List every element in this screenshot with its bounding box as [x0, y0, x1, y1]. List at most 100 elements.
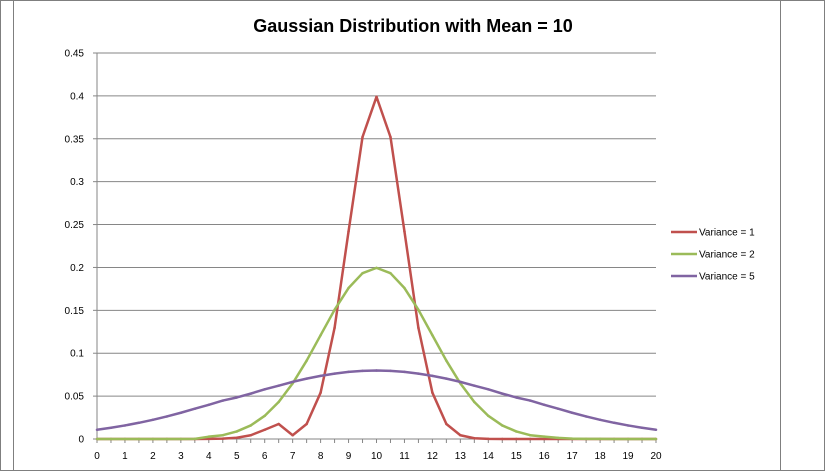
data-point-series-1	[249, 433, 252, 437]
data-point-series-2	[165, 437, 169, 441]
data-point-series-3	[151, 418, 155, 422]
data-point-series-3	[654, 428, 658, 431]
y-tick-label: 0.2	[70, 263, 84, 274]
data-point-series-1	[319, 391, 322, 394]
data-point-series-1	[389, 135, 392, 139]
x-tick-label: 14	[483, 451, 495, 462]
x-tick-label: 1	[122, 451, 128, 462]
data-point-series-2	[598, 437, 602, 441]
data-point-series-3	[431, 374, 434, 378]
data-point-series-3	[556, 407, 560, 410]
legend-label-2: Variance = 2	[699, 250, 755, 261]
data-point-series-3	[347, 370, 350, 374]
x-tick-label: 9	[346, 451, 352, 462]
x-tick-label: 4	[206, 451, 212, 462]
data-point-series-3	[263, 388, 266, 391]
data-point-series-3	[137, 421, 141, 425]
data-point-series-3	[389, 369, 392, 373]
data-point-series-2	[179, 437, 183, 441]
data-point-series-2	[445, 359, 448, 362]
data-point-series-2	[542, 435, 546, 438]
data-point-series-2	[221, 433, 225, 437]
data-point-series-2	[389, 271, 392, 275]
x-tick-label: 2	[150, 451, 156, 462]
data-point-series-1	[333, 326, 336, 330]
data-point-series-1	[473, 436, 476, 440]
data-point-series-3	[361, 369, 364, 373]
data-point-series-2	[375, 266, 378, 270]
data-point-series-1	[235, 436, 238, 439]
data-point-series-3	[501, 392, 504, 395]
data-point-series-2	[137, 437, 141, 441]
x-tick-label: 20	[650, 451, 662, 462]
data-point-series-2	[319, 333, 322, 337]
x-tick-label: 16	[539, 451, 551, 462]
y-tick-label: 0.45	[65, 49, 85, 60]
x-tick-label: 17	[567, 451, 579, 462]
data-point-series-2	[305, 359, 308, 362]
data-point-series-2	[123, 437, 127, 441]
data-point-series-1	[542, 437, 546, 441]
y-tick-label: 0.4	[70, 91, 84, 102]
data-point-series-2	[626, 437, 630, 441]
data-point-series-3	[305, 377, 308, 380]
data-point-series-3	[333, 372, 336, 375]
data-point-series-3	[445, 377, 448, 380]
data-point-series-2	[361, 271, 364, 275]
data-point-series-1	[375, 95, 378, 99]
legend-label-1: Variance = 1	[699, 228, 755, 239]
data-point-series-1	[361, 135, 364, 139]
data-point-series-2	[570, 437, 574, 440]
data-point-series-2	[556, 436, 560, 440]
data-point-series-1	[305, 422, 308, 426]
data-point-series-3	[221, 399, 225, 402]
data-point-series-1	[403, 230, 406, 233]
data-point-series-2	[347, 286, 350, 290]
data-point-series-2	[207, 435, 211, 438]
data-point-series-3	[123, 424, 127, 427]
data-point-series-2	[612, 437, 616, 441]
x-tick-label: 18	[595, 451, 607, 462]
data-point-series-2	[235, 430, 238, 433]
data-point-series-2	[515, 430, 518, 433]
data-point-series-1	[487, 437, 490, 441]
data-point-series-1	[221, 437, 225, 440]
x-tick-label: 10	[371, 451, 383, 462]
data-point-series-2	[431, 333, 434, 337]
data-point-series-2	[417, 308, 420, 312]
data-point-series-2	[109, 437, 113, 441]
data-point-series-3	[542, 403, 546, 407]
sheet-border-right	[780, 1, 781, 470]
y-tick-label: 0	[78, 435, 84, 446]
data-point-series-3	[584, 415, 588, 418]
data-point-series-3	[319, 374, 322, 378]
data-point-series-1	[207, 437, 211, 441]
data-point-series-2	[95, 437, 99, 441]
data-point-series-2	[501, 424, 504, 427]
data-point-series-2	[249, 424, 252, 427]
data-point-series-3	[473, 384, 476, 387]
sheet-border-left	[13, 1, 14, 470]
series-line-3	[96, 369, 657, 431]
y-tick-label: 0.1	[70, 349, 84, 360]
data-point-series-2	[403, 286, 406, 290]
data-point-series-1	[291, 433, 294, 437]
data-point-series-2	[487, 414, 490, 418]
data-point-series-2	[333, 308, 336, 312]
data-point-series-2	[584, 437, 588, 441]
axes	[93, 52, 657, 443]
legend-label-3: Variance = 5	[699, 272, 755, 283]
data-point-series-3	[249, 392, 252, 395]
y-tick-labels: 0 0.05 0.1 0.15 0.2 0.25 0.3 0.35 0.4 0.45	[65, 49, 85, 446]
x-tick-labels: 0 1 2 3 4 5 6 7 8 9 10 11 12 13 14 15 16 17 18 19 20	[94, 451, 662, 462]
data-point-series-3	[403, 370, 406, 374]
data-point-series-3	[598, 418, 602, 422]
data-point-series-1	[417, 326, 420, 330]
data-point-series-2	[193, 437, 197, 441]
data-point-series-2	[277, 400, 280, 404]
data-point-series-1	[263, 428, 266, 431]
data-point-series-2	[263, 414, 266, 418]
data-point-series-3	[109, 426, 113, 430]
data-point-series-3	[528, 399, 532, 402]
